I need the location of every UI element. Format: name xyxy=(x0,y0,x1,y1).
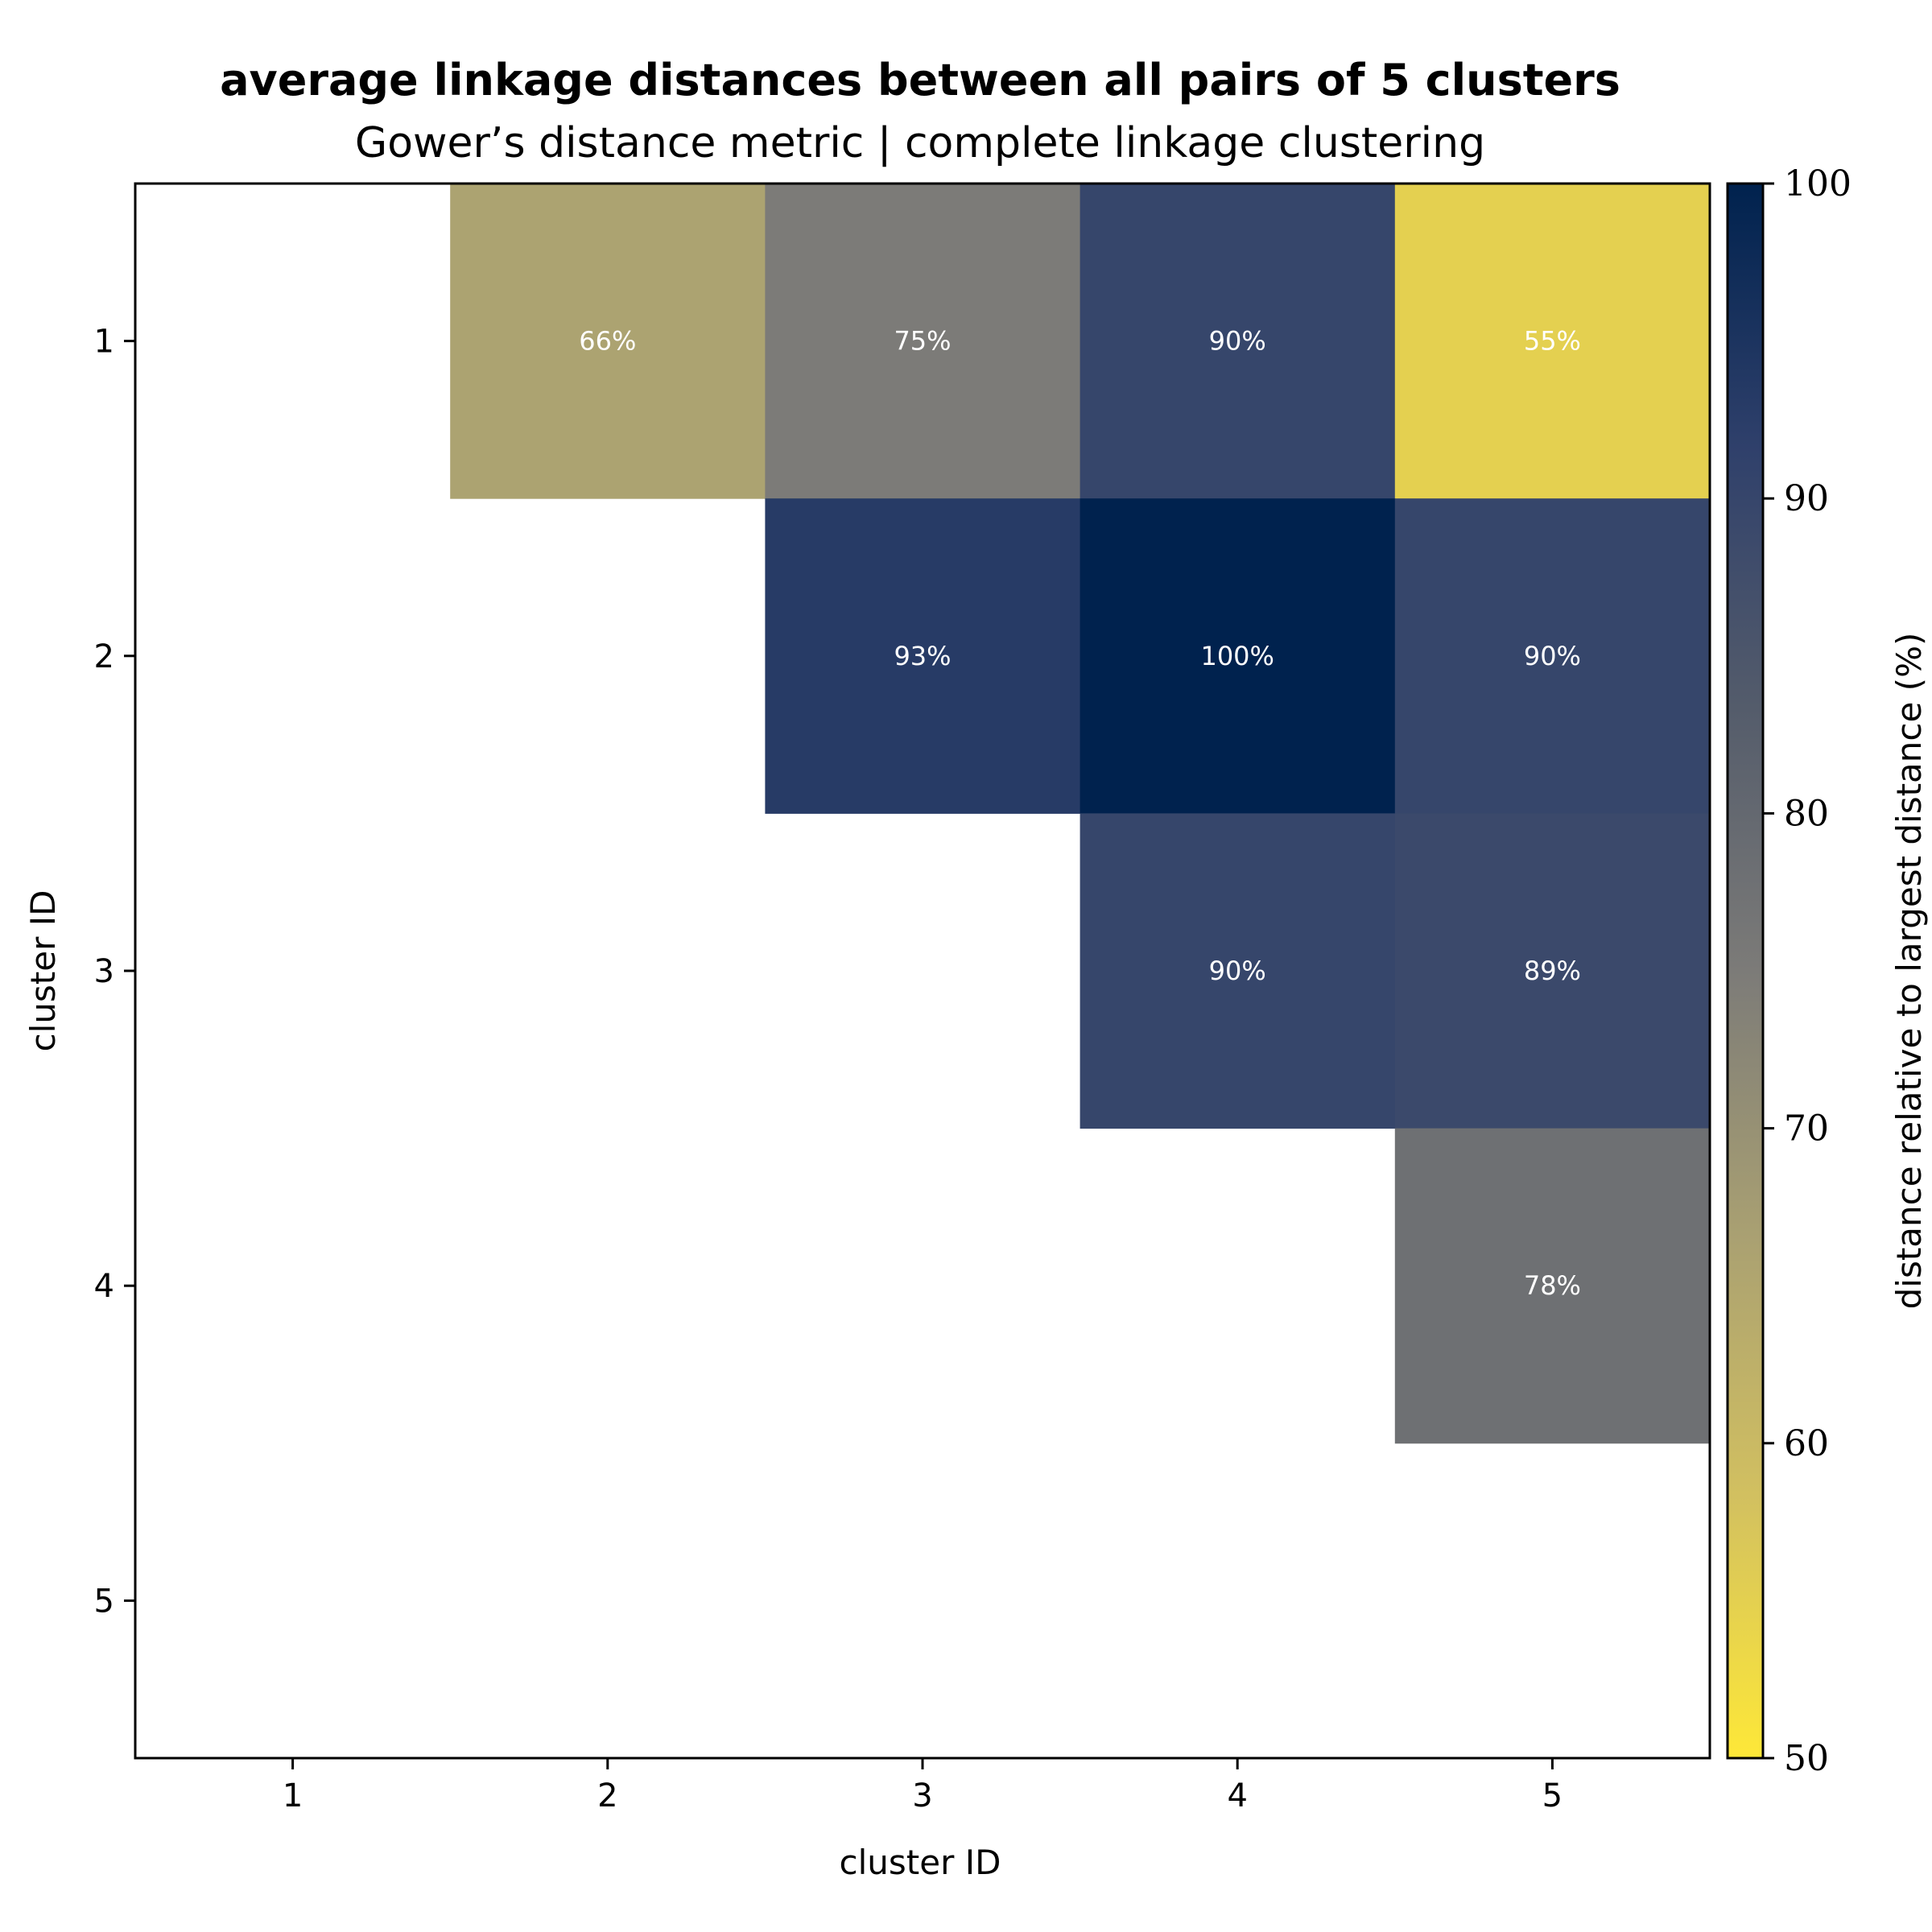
heatmap-cell xyxy=(1394,184,1711,499)
cell-value-label: 90% xyxy=(1209,956,1266,986)
x-tick-label: 5 xyxy=(1542,1777,1563,1814)
cell-value-label: 93% xyxy=(894,641,951,671)
colorbar-tick-label: 100 xyxy=(1784,163,1852,204)
heatmap-cells: 66% 75% 90% 55% 93% 100% 90% 90% 89% 78% xyxy=(450,184,1711,1444)
x-tick-label: 4 xyxy=(1227,1777,1247,1814)
cell-value-label: 100% xyxy=(1200,641,1274,671)
x-tick-label: 2 xyxy=(597,1777,617,1814)
cell-value-label: 75% xyxy=(894,326,951,357)
colorbar xyxy=(1728,184,1763,1758)
heatmap-cell xyxy=(1080,813,1396,1129)
y-axis-ticks: 1 2 3 4 5 xyxy=(94,324,135,1620)
colorbar-tick-label: 60 xyxy=(1784,1423,1829,1464)
y-tick-label: 5 xyxy=(94,1583,114,1620)
colorbar-tick-label: 90 xyxy=(1784,478,1829,519)
cell-value-label: 66% xyxy=(579,326,636,357)
chart-subtitle: Gower’s distance metric | complete linka… xyxy=(355,119,1485,167)
cell-value-label: 78% xyxy=(1524,1270,1581,1301)
y-tick-label: 1 xyxy=(94,324,114,361)
colorbar-tick-label: 50 xyxy=(1784,1738,1829,1779)
heatmap-cell xyxy=(765,498,1081,814)
colorbar-label: distance relative to largest distance (%… xyxy=(1889,633,1929,1310)
chart-title: average linkage distances between all pa… xyxy=(220,55,1620,105)
heatmap-cell xyxy=(1394,813,1711,1129)
cell-value-label: 89% xyxy=(1524,956,1581,986)
x-axis-ticks: 1 2 3 4 5 xyxy=(283,1758,1563,1814)
heatmap-cell xyxy=(1080,184,1396,499)
heatmap-cell xyxy=(1080,498,1396,814)
colorbar-frame xyxy=(1726,182,1765,1760)
cell-value-label: 90% xyxy=(1524,641,1581,671)
y-axis-label: cluster ID xyxy=(23,890,63,1052)
colorbar-tick-label: 80 xyxy=(1784,793,1829,834)
heatmap-cell xyxy=(1394,498,1711,814)
x-tick-label: 1 xyxy=(283,1777,303,1814)
y-tick-label: 2 xyxy=(94,638,114,675)
x-tick-label: 3 xyxy=(912,1777,932,1814)
cell-value-label: 55% xyxy=(1524,326,1581,357)
colorbar-ticks: 50 60 70 80 90 100 xyxy=(1763,163,1852,1779)
cell-value-label: 90% xyxy=(1209,326,1266,357)
heatmap-cell xyxy=(1394,1128,1711,1444)
x-axis-label: cluster ID xyxy=(840,1843,1001,1882)
heatmap-cell xyxy=(450,184,766,499)
y-tick-label: 3 xyxy=(94,953,114,990)
heatmap-cell xyxy=(765,184,1081,499)
colorbar-tick-label: 70 xyxy=(1784,1108,1829,1150)
y-tick-label: 4 xyxy=(94,1268,114,1305)
